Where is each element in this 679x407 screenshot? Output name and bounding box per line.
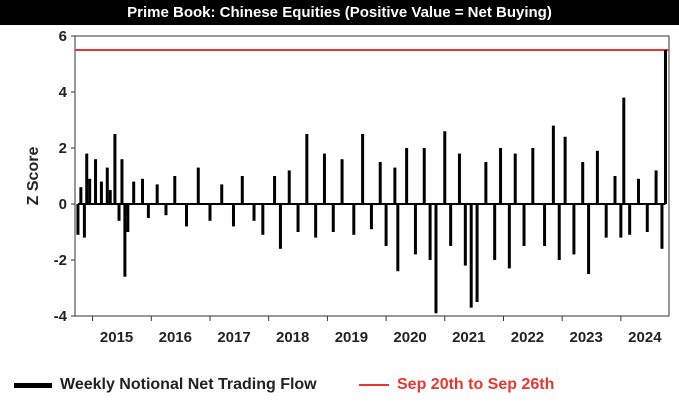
legend-item-flow: Weekly Notional Net Trading Flow bbox=[14, 376, 317, 394]
x-tick-label: 2016 bbox=[159, 329, 192, 346]
y-tick-label: 0 bbox=[59, 196, 67, 213]
x-tick-label: 2023 bbox=[569, 329, 602, 346]
x-tick-label: 2024 bbox=[628, 329, 662, 346]
x-tick-label: 2022 bbox=[511, 329, 544, 346]
x-tick-label: 2020 bbox=[393, 329, 426, 346]
x-tick-label: 2019 bbox=[335, 329, 368, 346]
y-tick-label: -4 bbox=[54, 308, 68, 325]
x-tick-label: 2017 bbox=[217, 329, 250, 346]
y-tick-label: -2 bbox=[54, 252, 67, 269]
x-tick-label: 2018 bbox=[276, 329, 309, 346]
legend: Weekly Notional Net Trading Flow Sep 20t… bbox=[0, 372, 679, 402]
x-tick-label: 2015 bbox=[100, 329, 133, 346]
y-axis-label: Z Score bbox=[25, 147, 42, 206]
y-axis: 6 4 2 0 -2 -4 bbox=[54, 28, 75, 325]
y-tick-label: 6 bbox=[59, 28, 67, 45]
y-tick-label: 2 bbox=[59, 140, 67, 157]
y-tick-label: 4 bbox=[59, 84, 68, 101]
x-tick-label: 2021 bbox=[452, 329, 485, 346]
legend-label-sep: Sep 20th to Sep 26th bbox=[397, 376, 555, 393]
plot-area bbox=[74, 35, 670, 317]
legend-swatch-flow bbox=[14, 382, 52, 388]
x-axis: 2015 2016 2017 2018 2019 2020 2021 2022 2023 2024 bbox=[92, 316, 662, 346]
legend-item-sep: Sep 20th to Sep 26th bbox=[359, 376, 554, 394]
flow-series bbox=[76, 50, 667, 314]
legend-swatch-sep bbox=[359, 384, 389, 386]
legend-label-flow: Weekly Notional Net Trading Flow bbox=[60, 376, 317, 393]
chart-title: Prime Book: Chinese Equities (Positive V… bbox=[0, 0, 679, 25]
chart-svg: 6 4 2 0 -2 -4 2015 2016 2017 2018 2019 2020 2021 202… bbox=[25, 28, 670, 346]
